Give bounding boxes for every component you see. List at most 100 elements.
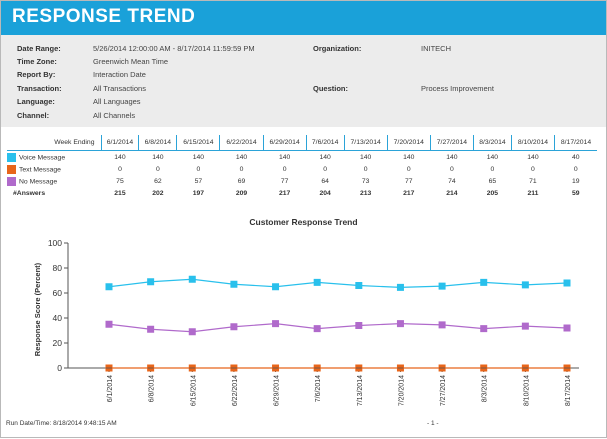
- table-cell: 40: [571, 153, 580, 161]
- table-cell: 0: [531, 165, 535, 173]
- page-number: - 1 -: [427, 420, 439, 427]
- table-cell: 140: [319, 153, 331, 161]
- channel-value: All Channels: [93, 111, 136, 120]
- table-cell: 140: [278, 153, 291, 161]
- x-tick-label: 7/20/2014: [398, 375, 405, 406]
- run-date: Run Date/Time: 8/18/2014 9:48:15 AM: [6, 420, 117, 427]
- table-row: Text Message 0 0 0 0 0 0 0 0 0 0 0 0: [7, 163, 597, 175]
- table-cell: 140: [486, 153, 499, 161]
- table-cell: 19: [571, 177, 580, 185]
- answers-cell: 213: [359, 189, 372, 197]
- table-header-row: Week Ending 6/1/2014 6/8/2014 6/15/2014 …: [7, 135, 597, 151]
- x-tick-label: 6/22/2014: [232, 375, 239, 406]
- table-cell: 77: [280, 177, 289, 185]
- y-tick-label: 20: [53, 338, 63, 348]
- data-point: [313, 325, 321, 333]
- data-point: [563, 324, 571, 332]
- table-cell: 74: [448, 177, 456, 185]
- table-cell: 0: [239, 165, 244, 173]
- answers-cell: 204: [319, 189, 331, 197]
- data-point: [438, 321, 446, 329]
- table-cell: 140: [403, 153, 415, 161]
- table-cell: 0: [282, 165, 287, 173]
- data-point: [188, 328, 196, 336]
- x-tick-label: 8/17/2014: [565, 375, 572, 406]
- row-label: No Message: [19, 177, 58, 185]
- table-cell: 69: [237, 177, 246, 185]
- table-cell: 140: [114, 153, 126, 161]
- data-point: [272, 283, 280, 291]
- table-cell: 62: [154, 177, 162, 185]
- table-cell: 0: [155, 165, 160, 173]
- answers-cell: 209: [235, 189, 248, 197]
- data-point: [147, 325, 155, 333]
- week-ending-label: Week Ending: [7, 135, 101, 151]
- y-axis-label: Response Score (Percent): [33, 262, 42, 356]
- table-cell: 0: [196, 165, 201, 173]
- table-cell: 0: [406, 165, 411, 173]
- x-tick-label: 7/6/2014: [315, 375, 322, 402]
- organization-label: Organization:: [313, 44, 362, 53]
- answers-cell: 197: [192, 189, 205, 197]
- data-point: [480, 278, 488, 286]
- x-tick-label: 6/29/2014: [274, 375, 281, 406]
- table-cell: 73: [361, 177, 370, 185]
- channel-label: Channel:: [17, 111, 50, 120]
- table-cell: 140: [192, 153, 205, 161]
- data-point: [230, 323, 238, 331]
- table-cell: 0: [490, 165, 495, 173]
- data-point: [521, 281, 529, 289]
- answers-cell: 214: [446, 189, 458, 197]
- answers-cell: 59: [571, 189, 580, 197]
- language-value: All Languages: [93, 97, 141, 106]
- report-parameters: Date Range: 5/26/2014 12:00:00 AM - 8/17…: [1, 35, 606, 127]
- table-cell: 75: [116, 177, 124, 185]
- data-point: [105, 283, 113, 291]
- x-tick-label: 6/15/2014: [190, 375, 197, 406]
- week-header: 7/20/2014: [386, 135, 431, 151]
- answers-cell: 202: [152, 189, 164, 197]
- data-point: [355, 322, 363, 329]
- y-tick-label: 60: [53, 288, 63, 298]
- series-line: [108, 278, 568, 288]
- table-cell: 0: [450, 165, 454, 173]
- data-point: [230, 280, 238, 288]
- data-point: [563, 279, 571, 287]
- report-by-label: Report By:: [17, 70, 56, 79]
- date-range-label: Date Range:: [17, 44, 61, 53]
- table-cell: 0: [363, 165, 368, 173]
- table-cell: 0: [573, 165, 578, 173]
- answers-cell: 215: [114, 189, 126, 197]
- time-zone-value: Greenwich Mean Time: [93, 57, 169, 66]
- y-tick-label: 40: [53, 313, 63, 323]
- report-by-value: Interaction Date: [93, 70, 146, 79]
- data-point: [480, 325, 488, 333]
- data-point: [355, 282, 363, 289]
- data-point: [105, 320, 113, 328]
- table-cell: 64: [321, 177, 329, 185]
- x-tick-label: 7/13/2014: [357, 375, 364, 406]
- text-message-swatch: [7, 164, 16, 174]
- answers-cell: 205: [486, 189, 499, 197]
- y-tick-label: 100: [48, 238, 62, 248]
- x-tick-label: 8/10/2014: [523, 375, 530, 406]
- data-point: [313, 278, 321, 286]
- report-header: RESPONSE TREND: [1, 1, 606, 35]
- y-tick-label: 0: [57, 363, 62, 373]
- table-cell: 140: [152, 153, 164, 161]
- response-data-table: Week Ending 6/1/2014 6/8/2014 6/15/2014 …: [7, 135, 597, 199]
- week-header: 8/3/2014: [472, 135, 512, 151]
- table-cell: 140: [359, 153, 372, 161]
- date-range-value: 5/26/2014 12:00:00 AM - 8/17/2014 11:59:…: [93, 44, 255, 53]
- answers-cell: 211: [527, 189, 539, 197]
- table-cell: 140: [527, 153, 539, 161]
- week-header: 6/15/2014: [176, 135, 220, 151]
- week-header: 6/22/2014: [219, 135, 264, 151]
- transaction-label: Transaction:: [17, 84, 62, 93]
- chart-title: Customer Response Trend: [249, 217, 358, 227]
- no-message-swatch: [7, 176, 16, 186]
- organization-value: INITECH: [421, 44, 451, 53]
- question-label: Question:: [313, 84, 348, 93]
- y-tick-label: 80: [53, 263, 63, 273]
